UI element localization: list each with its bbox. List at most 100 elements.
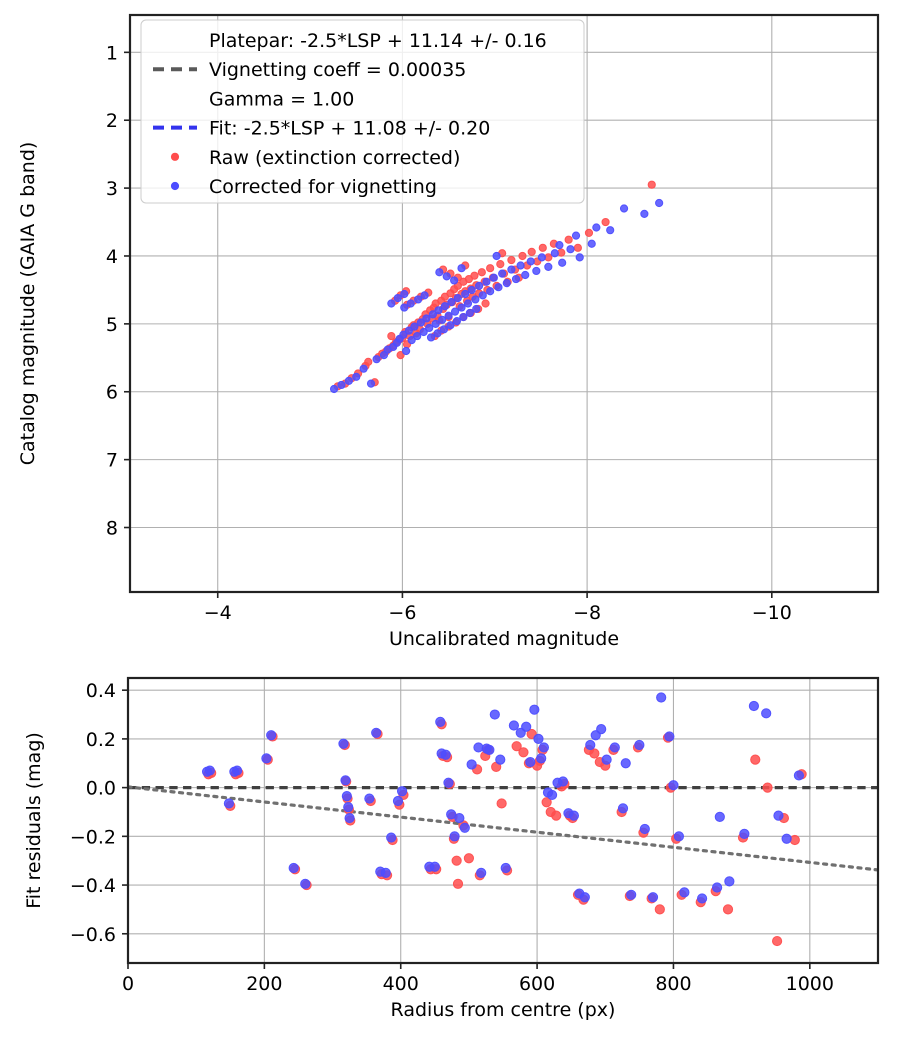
ticks-1: 0 200 400 600 800 1000 0.4 0.2 0.0 −0.2 −0.4 −0.6 (70, 680, 834, 995)
data-point (449, 831, 460, 842)
data-point (453, 293, 462, 303)
ytick-label: 7 (106, 450, 118, 472)
legend-entry-5[interactable]: Corrected for vignetting (170, 176, 437, 198)
data-point (527, 247, 536, 257)
data-point (596, 724, 607, 735)
yaxis-label: Catalog magnitude (GAIA G band) (17, 142, 39, 466)
data-point (526, 728, 537, 740)
data-point (300, 878, 311, 889)
xtick-label: 800 (655, 973, 691, 995)
data-point (489, 273, 498, 282)
data-point (781, 833, 792, 844)
data-point (406, 299, 415, 308)
data-point (439, 325, 449, 334)
legend-entry-4[interactable]: Raw (extinction corrected) (170, 147, 460, 169)
xtick-label: 0 (122, 973, 134, 995)
data-point (428, 310, 437, 319)
legend-entry-1[interactable]: Vignetting coeff = 0.00035 (153, 59, 466, 81)
data-point (204, 765, 215, 776)
data-layer-1 (128, 692, 878, 947)
data-point (371, 727, 382, 738)
data-point (459, 312, 468, 322)
data-point (495, 754, 506, 765)
data-point (496, 260, 505, 269)
legend-entry-2[interactable]: Gamma = 1.00 (209, 88, 354, 110)
data-point (486, 287, 495, 296)
data-point (601, 754, 612, 765)
data-point (529, 704, 540, 715)
data-point (739, 828, 750, 839)
data-point (435, 268, 444, 277)
data-point (573, 243, 582, 252)
data-point (538, 243, 547, 252)
xtick-label: 1000 (786, 973, 834, 995)
data-point (404, 326, 413, 335)
data-point (771, 935, 783, 947)
data-point (400, 289, 409, 299)
data-point (402, 346, 411, 356)
data-point (557, 776, 569, 787)
legend-label: Corrected for vignetting (209, 176, 437, 198)
axes-spines-0 (128, 13, 880, 594)
data-point (546, 789, 558, 801)
data-point (511, 741, 522, 752)
data-point (470, 271, 479, 280)
legend-frame (140, 19, 585, 204)
data-point (472, 304, 481, 314)
xtick-label: −10 (752, 602, 792, 624)
data-point (724, 876, 735, 887)
data-point (498, 269, 507, 278)
data-point (396, 350, 405, 360)
data-point (344, 376, 353, 385)
data-point (592, 223, 601, 232)
ytick-label: 1 (106, 42, 118, 64)
data-point (451, 855, 462, 866)
legend-entry-3[interactable]: Fit: -2.5*LSP + 11.08 +/- 0.20 (153, 118, 490, 140)
xtick-label: 600 (519, 973, 555, 995)
data-point (484, 744, 495, 755)
data-point (714, 811, 725, 822)
data-point (568, 810, 580, 821)
data-point (425, 323, 434, 333)
data-point (435, 716, 446, 727)
data-point (461, 289, 470, 299)
data-point (420, 291, 429, 300)
data-point (496, 798, 507, 809)
ytick-label: 6 (106, 382, 118, 404)
data-point (518, 251, 527, 261)
axes-fit-residuals-vs-radius: 0 200 400 600 800 1000 0.4 0.2 0.0 −0.2 −0.4 −0.6 Ra… (23, 676, 880, 1021)
data-point (664, 731, 675, 742)
data-point (521, 721, 532, 732)
data-point (387, 331, 396, 341)
data-point (338, 738, 349, 749)
data-point (434, 306, 443, 315)
data-point (288, 862, 299, 874)
data-point (359, 364, 368, 373)
data-point (532, 266, 541, 276)
ytick-label: 5 (106, 314, 118, 336)
xtick-label: −4 (204, 602, 232, 624)
data-point (526, 257, 535, 266)
data-point (266, 730, 277, 741)
ticks-0: −4 −6 −8 −10 1 2 3 4 5 6 7 8 (106, 42, 792, 624)
data-point (364, 793, 375, 804)
data-point (463, 853, 475, 864)
blue-dot-marker (170, 181, 180, 191)
xtick-label: 200 (246, 973, 282, 995)
legend-entry-0[interactable]: Platepar: -2.5*LSP + 11.14 +/- 0.16 (209, 30, 547, 52)
data-point (566, 245, 575, 254)
ytick-label: −0.4 (70, 875, 116, 897)
ytick-label: 2 (106, 110, 118, 132)
data-point (609, 742, 620, 753)
data-point (550, 249, 559, 258)
data-point (366, 379, 376, 388)
data-point (452, 878, 464, 889)
data-point (541, 797, 552, 808)
data-point (619, 204, 629, 213)
legend-label: Platepar: -2.5*LSP + 11.14 +/- 0.16 (209, 30, 547, 52)
data-point (372, 355, 381, 364)
data-point (364, 357, 373, 366)
data-point (773, 810, 784, 821)
